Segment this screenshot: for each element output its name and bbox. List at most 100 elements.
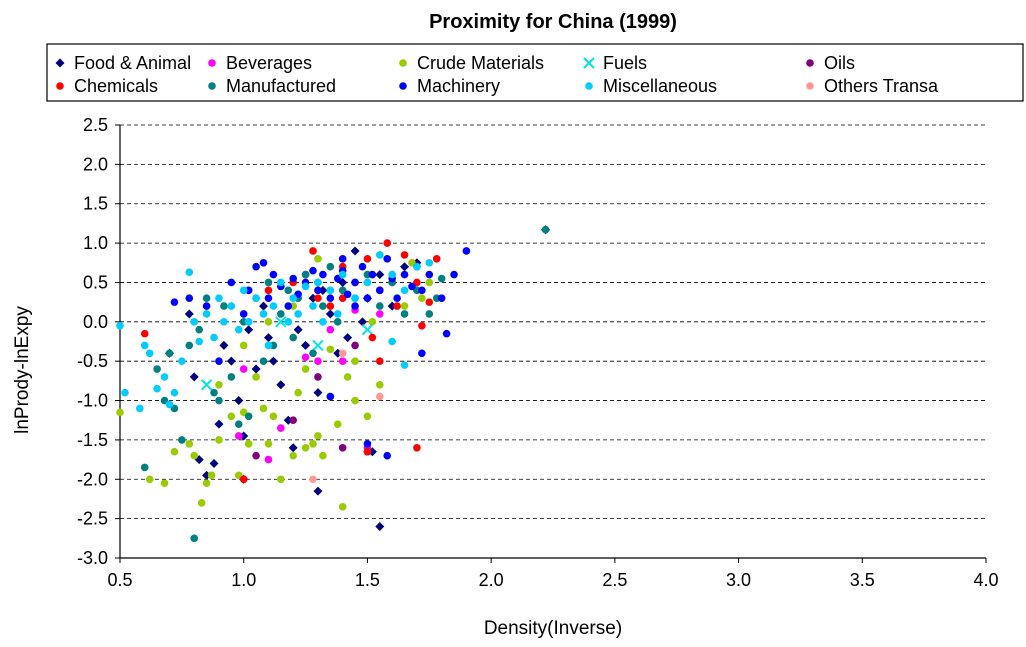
data-point-miscellaneous <box>400 361 409 369</box>
data-point-chemicals <box>418 321 426 330</box>
data-point-food-animal <box>325 309 335 319</box>
legend-label: Machinery <box>417 76 500 96</box>
legend-marker <box>585 82 593 90</box>
data-point-crude-materials <box>294 388 302 397</box>
data-point-beverages <box>326 325 335 334</box>
data-point-miscellaneous <box>400 286 409 295</box>
data-point-miscellaneous <box>170 388 179 397</box>
data-point-machinery <box>289 274 298 283</box>
data-point-miscellaneous <box>259 310 268 318</box>
data-point-manufactured <box>215 396 223 405</box>
data-point-crude-materials <box>197 499 206 507</box>
data-point-miscellaneous <box>234 325 243 334</box>
legend-marker <box>55 58 65 68</box>
legend-marker <box>399 82 407 90</box>
data-point-crude-materials <box>338 503 347 511</box>
data-point-manufactured <box>140 463 149 472</box>
data-point-manufactured <box>289 333 298 342</box>
x-tick-label: 2.0 <box>479 570 504 590</box>
y-tick-label: -2.0 <box>77 469 108 489</box>
data-point-machinery <box>170 298 179 306</box>
data-point-machinery <box>462 247 471 255</box>
data-point-manufactured <box>333 318 342 326</box>
data-point-manufactured <box>541 225 550 234</box>
data-point-crude-materials <box>351 357 359 365</box>
data-point-crude-materials <box>425 278 434 287</box>
data-point-miscellaneous <box>425 258 434 267</box>
data-point-chemicals <box>264 286 273 295</box>
data-point-machinery <box>408 282 416 291</box>
data-point-crude-materials <box>252 373 260 381</box>
data-point-crude-materials <box>277 475 285 484</box>
data-point-machinery <box>450 270 458 279</box>
data-point-machinery <box>215 357 223 365</box>
legend-marker <box>56 82 64 90</box>
legend-label: Crude Materials <box>417 53 544 73</box>
data-point-machinery <box>351 302 359 310</box>
x-axis-title: Density(Inverse) <box>484 618 622 639</box>
data-point-crude-materials <box>116 408 124 417</box>
data-point-machinery <box>259 258 268 267</box>
data-point-chemicals <box>368 333 377 342</box>
y-tick-label: 2.0 <box>83 154 108 174</box>
data-point-machinery <box>326 294 335 303</box>
data-point-machinery <box>393 294 401 303</box>
data-point-manufactured <box>376 302 384 310</box>
data-point-crude-materials <box>190 451 199 460</box>
data-point-crude-materials <box>264 440 273 448</box>
data-point-food-animal <box>313 486 323 496</box>
data-point-miscellaneous <box>153 384 161 393</box>
x-tick-label: 4.0 <box>973 570 998 590</box>
data-point-machinery <box>368 270 377 279</box>
legend-label: Fuels <box>603 53 647 73</box>
legend-marker <box>583 57 595 69</box>
y-tick-labels: 2.5 2.0 1.5 1.0 0.5 0.0 -0.5 -1.0 -1.5 -2.0 -2.5 -3… <box>77 115 108 568</box>
data-point-miscellaneous <box>289 294 298 303</box>
data-point-food-animal <box>400 262 410 272</box>
legend-marker <box>806 59 814 67</box>
data-point-machinery <box>376 286 384 295</box>
data-point-manufactured <box>284 286 293 295</box>
data-point-miscellaneous <box>264 341 273 350</box>
data-point-fuels <box>312 339 324 352</box>
data-point-miscellaneous <box>319 318 327 326</box>
data-point-miscellaneous <box>185 268 194 277</box>
legend-label: Manufactured <box>226 76 336 96</box>
data-point-machinery <box>264 294 273 303</box>
data-point-chemicals <box>239 475 248 484</box>
x-tick-label: 0.5 <box>107 570 132 590</box>
data-point-manufactured <box>190 534 199 543</box>
data-point-machinery <box>284 302 293 310</box>
data-point-miscellaneous <box>160 373 169 381</box>
data-point-fuels <box>361 323 374 336</box>
y-tick-label: 1.5 <box>83 194 108 214</box>
data-point-manufactured <box>437 274 446 283</box>
data-point-crude-materials <box>185 440 194 448</box>
data-point-miscellaneous <box>202 310 211 318</box>
data-point-miscellaneous <box>388 270 396 279</box>
data-point-machinery <box>269 270 278 279</box>
data-point-chemicals <box>363 255 372 263</box>
legend-marker <box>208 59 216 67</box>
data-point-food-animal <box>244 325 254 335</box>
data-point-chemicals <box>376 357 384 365</box>
data-point-crude-materials <box>145 475 154 484</box>
data-point-food-animal <box>214 419 224 429</box>
data-point-machinery <box>309 266 317 275</box>
data-point-chemicals <box>363 447 372 456</box>
data-point-crude-materials <box>314 255 322 263</box>
data-point-manufactured <box>165 349 174 358</box>
data-point-manufactured <box>400 310 409 318</box>
data-point-others-transa <box>376 392 384 401</box>
data-point-crude-materials <box>170 447 179 456</box>
data-point-miscellaneous <box>314 278 322 287</box>
data-point-fuels <box>200 379 213 391</box>
data-point-miscellaneous <box>227 302 236 310</box>
data-point-miscellaneous <box>277 278 285 287</box>
data-point-beverages <box>264 455 273 464</box>
data-point-others-transa <box>338 349 347 358</box>
data-point-crude-materials <box>269 412 278 421</box>
data-point-machinery <box>239 310 248 318</box>
data-point-crude-materials <box>351 396 359 405</box>
